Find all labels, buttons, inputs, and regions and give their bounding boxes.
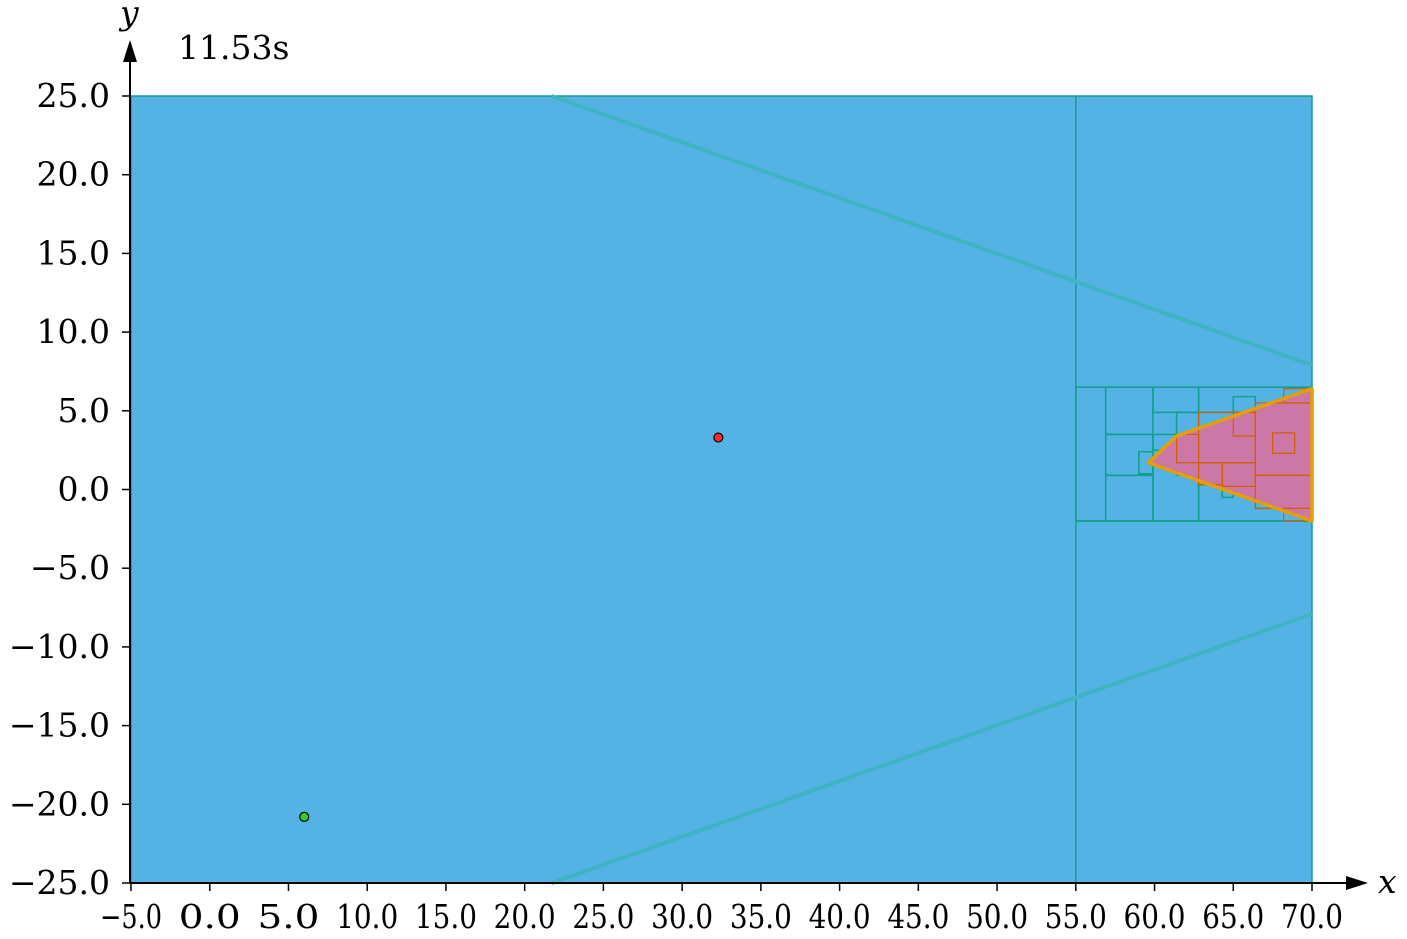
x-tick-label: 25.0 (572, 897, 634, 936)
y-ticks: −25.0 −20.0 −15.0 −10.0 −5.0 0.0 5.0 10.0 15.0 20… (9, 76, 130, 902)
points-layer (299, 432, 724, 822)
y-tick-label: 15.0 (37, 233, 110, 272)
y-tick-label: 25.0 (37, 76, 110, 115)
x-tick-label: 0.0 (179, 897, 241, 936)
x-tick-label: 50.0 (966, 897, 1028, 936)
x-tick-label: 10.0 (336, 897, 398, 936)
target-cell (1175, 433, 1200, 464)
x-tick-label: 45.0 (887, 897, 949, 936)
target-cell (1272, 432, 1296, 454)
y-tick-label: −5.0 (30, 548, 110, 587)
target-outline (1146, 387, 1314, 523)
x-tick-label: −5.0 (100, 897, 162, 936)
target-layer (1146, 387, 1314, 523)
target-region (1148, 388, 1312, 521)
x-tick-label: 55.0 (1045, 897, 1107, 936)
x-axis-label: x (1378, 862, 1397, 901)
goal-point (713, 432, 724, 443)
x-tick-label: 35.0 (730, 897, 792, 936)
x-ticks: −5.0 0.0 5.0 10.0 15.0 20.0 25.0 30.0 35.0 40.0 45… (100, 883, 1343, 936)
axes-layer: x y 11.53s (118, 0, 1397, 901)
x-tick-label: 70.0 (1281, 897, 1343, 936)
y-tick-label: −20.0 (9, 784, 110, 823)
y-axis-label: y (118, 0, 139, 32)
regions-layer (130, 94, 1313, 885)
time-annotation: 11.53s (178, 28, 289, 67)
y-tick-label: 10.0 (37, 312, 110, 351)
x-tick-label: 40.0 (809, 897, 871, 936)
x-tick-label: 65.0 (1202, 897, 1264, 936)
y-tick-label: 5.0 (58, 391, 110, 430)
y-tick-label: −25.0 (9, 863, 110, 902)
y-tick-label: −15.0 (9, 706, 110, 745)
cone-line (550, 611, 1313, 885)
x-axis-arrow (1346, 876, 1368, 890)
cone-line (550, 94, 1313, 368)
x-tick-label: 15.0 (415, 897, 477, 936)
y-tick-label: 20.0 (37, 155, 110, 194)
x-tick-label: 60.0 (1124, 897, 1186, 936)
domain-region (130, 95, 1313, 884)
y-tick-label: 0.0 (58, 470, 110, 509)
x-tick-label: 20.0 (494, 897, 556, 936)
x-tick-label: 30.0 (651, 897, 713, 936)
target-cell (1221, 462, 1256, 487)
y-axis-arrow (123, 40, 137, 62)
start-point (299, 811, 310, 822)
x-tick-label: 5.0 (257, 897, 319, 936)
y-tick-label: −10.0 (9, 627, 110, 666)
